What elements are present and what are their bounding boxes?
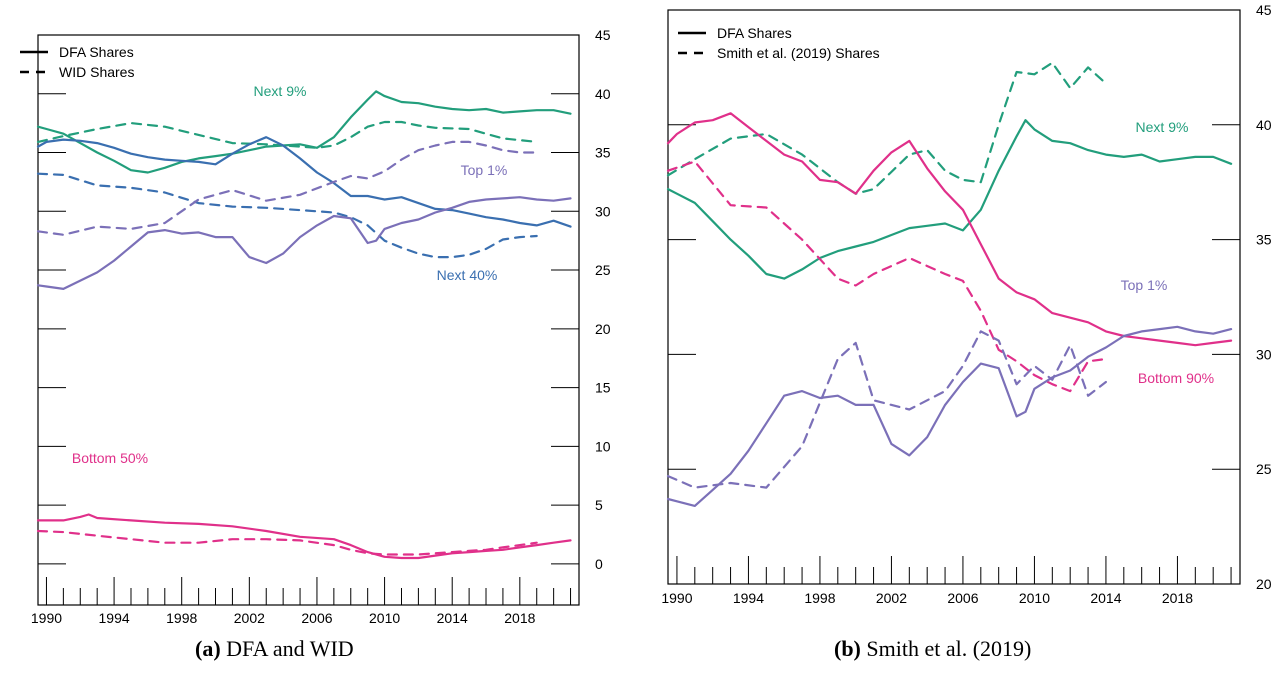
caption-a-label: (a) xyxy=(195,636,221,661)
chart-panel-a: 0 5 10 15 20 25 30 35 40 45 1990 1994 1998 2002 2006 20… xyxy=(20,27,611,626)
annotation-bottom-90-: Bottom 90% xyxy=(1138,370,1214,386)
y-tick-label: 25 xyxy=(1256,461,1272,477)
x-tick-label: 1990 xyxy=(31,610,62,626)
y-tick-label: 35 xyxy=(1256,232,1272,248)
y-tick-label: 30 xyxy=(595,203,611,219)
x-tick-label: 2002 xyxy=(876,590,907,606)
legend-label: WID Shares xyxy=(59,64,134,80)
annotation-next-9-: Next 9% xyxy=(1136,119,1189,135)
x-tick-label: 2006 xyxy=(947,590,978,606)
y-tick-label: 10 xyxy=(595,438,611,454)
caption-b: (b) Smith et al. (2019) xyxy=(834,636,1031,662)
legend-label: DFA Shares xyxy=(717,25,792,41)
x-tick-label: 1994 xyxy=(99,610,130,626)
plot-frame xyxy=(667,9,1241,585)
series-line-next-9--solid xyxy=(666,119,1233,280)
x-tick-label: 2002 xyxy=(234,610,265,626)
series-line-next-9--solid xyxy=(36,90,572,174)
x-tick-label: 1994 xyxy=(733,590,764,606)
x-tick-label: 1998 xyxy=(166,610,197,626)
y-tick-label: 20 xyxy=(1256,576,1272,592)
x-tick-label: 2018 xyxy=(1162,590,1193,606)
series-line-next-9--dashed xyxy=(36,120,538,149)
legend-label: DFA Shares xyxy=(59,44,134,60)
series-line-bottom-90--solid xyxy=(666,112,1233,347)
x-tick-label: 2006 xyxy=(301,610,332,626)
series-line-bottom-50--dashed xyxy=(36,529,538,556)
caption-b-label: (b) xyxy=(834,636,861,661)
series-line-next-9--dashed xyxy=(666,61,1107,195)
x-tick-label: 2014 xyxy=(437,610,468,626)
series-line-top-1--solid xyxy=(666,325,1233,507)
series-line-top-1--dashed xyxy=(666,330,1107,489)
annotation-next-40-: Next 40% xyxy=(437,267,498,283)
series-line-top-1--dashed xyxy=(36,140,538,236)
x-tick-label: 2010 xyxy=(1019,590,1050,606)
chart-panel-b: 20 25 30 35 40 45 1990 1994 1998 2002 2006 2010 2014… xyxy=(661,2,1271,606)
y-tick-label: 5 xyxy=(595,497,603,513)
y-tick-label: 30 xyxy=(1256,346,1272,362)
y-tick-label: 45 xyxy=(595,27,611,43)
y-tick-label: 20 xyxy=(595,321,611,337)
y-tick-label: 40 xyxy=(1256,117,1272,133)
series-line-top-1--solid xyxy=(36,196,572,290)
y-tick-label: 45 xyxy=(1256,2,1272,18)
annotation-top-1-: Top 1% xyxy=(461,162,508,178)
series-line-bottom-90--dashed xyxy=(666,160,1107,393)
annotation-top-1-: Top 1% xyxy=(1121,277,1168,293)
y-tick-label: 35 xyxy=(595,145,611,161)
caption-a: (a) DFA and WID xyxy=(195,636,354,662)
y-tick-label: 25 xyxy=(595,262,611,278)
series-line-bottom-50--solid xyxy=(36,513,572,560)
annotation-next-9-: Next 9% xyxy=(254,83,307,99)
plot-frame xyxy=(37,34,580,606)
x-tick-label: 2018 xyxy=(504,610,535,626)
caption-a-text: DFA and WID xyxy=(226,636,354,661)
caption-b-text: Smith et al. (2019) xyxy=(866,636,1032,661)
series-line-next-40--dashed xyxy=(36,172,538,259)
y-tick-label: 40 xyxy=(595,86,611,102)
annotation-bottom-50-: Bottom 50% xyxy=(72,450,148,466)
legend-label: Smith et al. (2019) Shares xyxy=(717,45,880,61)
x-tick-label: 1998 xyxy=(804,590,835,606)
y-tick-label: 0 xyxy=(595,556,603,572)
x-tick-label: 1990 xyxy=(661,590,692,606)
series-line-next-40--solid xyxy=(36,136,572,228)
x-tick-label: 2014 xyxy=(1090,590,1121,606)
y-tick-label: 15 xyxy=(595,380,611,396)
x-tick-label: 2010 xyxy=(369,610,400,626)
